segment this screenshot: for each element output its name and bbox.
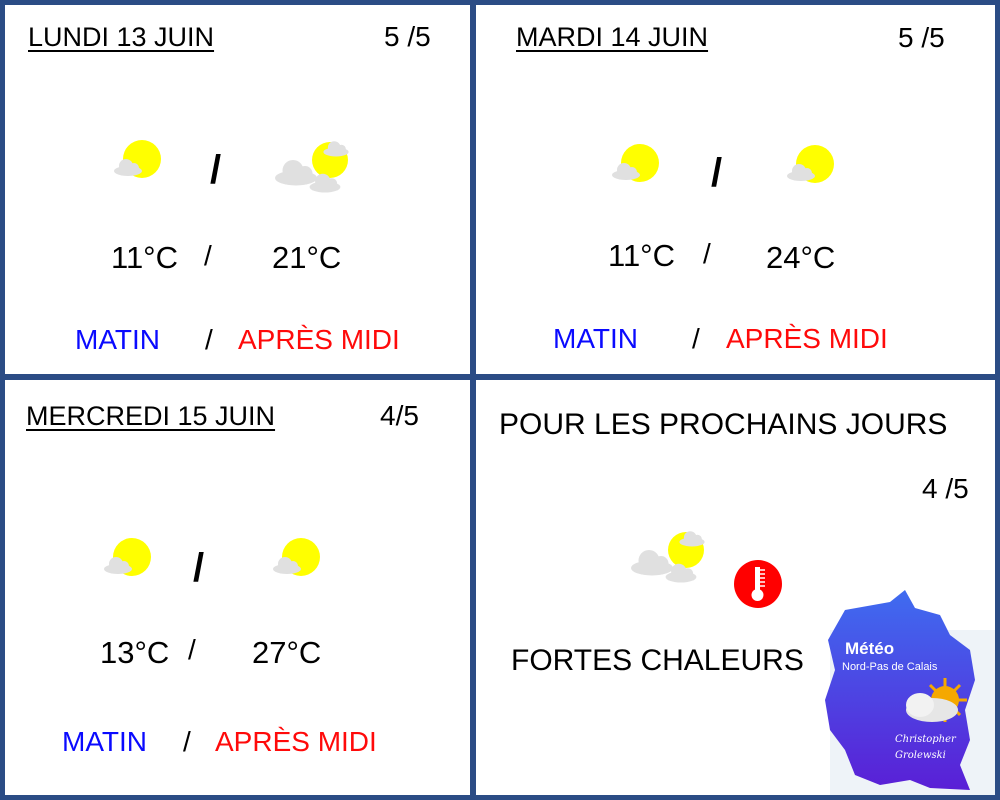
separator: / bbox=[711, 151, 723, 195]
day-title: LUNDI 13 JUIN bbox=[28, 22, 215, 52]
svg-text:Grolewski: Grolewski bbox=[895, 750, 946, 761]
rating: 4/5 bbox=[380, 400, 419, 431]
rating: 4 /5 bbox=[922, 473, 969, 504]
meteo-logo: Météo Nord-Pas de Calais Christopher Gro… bbox=[825, 590, 995, 795]
label-morning: MATIN bbox=[62, 726, 148, 757]
sun-clouds-icon bbox=[631, 531, 705, 583]
separator: / bbox=[188, 634, 196, 665]
separator: / bbox=[205, 324, 213, 355]
temp-afternoon: 24°C bbox=[766, 240, 836, 275]
temp-morning: 11°C bbox=[111, 240, 178, 275]
svg-text:Nord-Pas de Calais: Nord-Pas de Calais bbox=[842, 661, 938, 673]
label-morning: MATIN bbox=[553, 323, 639, 354]
sun-small-cloud-icon bbox=[114, 140, 161, 178]
label-afternoon: APRÈS MIDI bbox=[215, 726, 377, 757]
thermometer-icon bbox=[734, 560, 782, 608]
temp-afternoon: 21°C bbox=[272, 240, 342, 275]
separator: / bbox=[210, 148, 222, 192]
sun-small-cloud-icon bbox=[787, 145, 834, 183]
sun-small-cloud-icon bbox=[612, 144, 659, 182]
temp-afternoon: 27°C bbox=[252, 635, 322, 670]
day-panel-monday: LUNDI 13 JUIN 5 /5 / 11°C / 21°C MATIN /… bbox=[5, 5, 470, 374]
day-panel-tuesday: MARDI 14 JUIN 5 /5 / 11°C / 24°C MATIN /… bbox=[476, 5, 995, 374]
label-morning: MATIN bbox=[75, 324, 161, 355]
day-title: MARDI 14 JUIN bbox=[516, 22, 709, 52]
temp-morning: 13°C bbox=[100, 635, 170, 670]
temp-morning: 11°C bbox=[608, 238, 675, 273]
sun-clouds-icon bbox=[275, 141, 349, 193]
separator: / bbox=[692, 323, 700, 354]
rating: 5 /5 bbox=[384, 21, 431, 52]
separator: / bbox=[204, 240, 212, 271]
outlook-panel: POUR LES PROCHAINS JOURS 4 /5 FORTES CHA… bbox=[476, 380, 995, 795]
separator: / bbox=[183, 726, 191, 757]
sun-small-cloud-icon bbox=[104, 538, 151, 576]
outlook-title: POUR LES PROCHAINS JOURS bbox=[499, 408, 948, 441]
label-afternoon: APRÈS MIDI bbox=[726, 323, 888, 354]
day-panel-wednesday: MERCREDI 15 JUIN 4/5 / 13°C / 27°C MATIN… bbox=[5, 380, 470, 795]
separator: / bbox=[193, 546, 205, 590]
separator: / bbox=[703, 238, 711, 269]
rating: 5 /5 bbox=[898, 22, 945, 53]
sun-small-cloud-icon bbox=[273, 538, 320, 576]
day-title: MERCREDI 15 JUIN bbox=[26, 401, 276, 431]
svg-text:Météo: Météo bbox=[845, 639, 894, 658]
logo-author: Christopher bbox=[895, 734, 957, 745]
label-afternoon: APRÈS MIDI bbox=[238, 324, 400, 355]
alert-text: FORTES CHALEURS bbox=[511, 644, 804, 677]
